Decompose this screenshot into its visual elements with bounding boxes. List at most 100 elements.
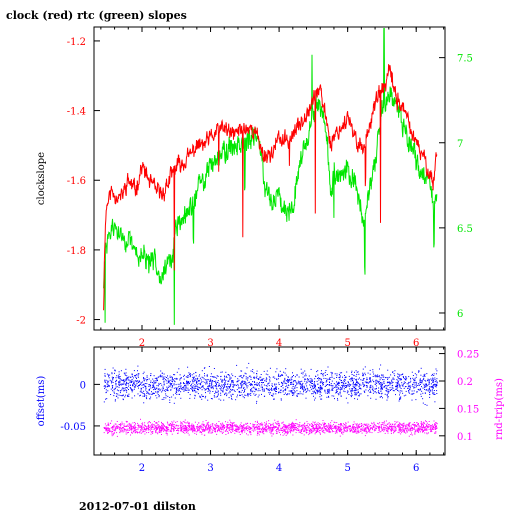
data-point bbox=[430, 429, 432, 431]
data-point bbox=[398, 380, 399, 382]
data-point bbox=[152, 427, 154, 429]
data-point bbox=[351, 429, 353, 431]
data-point bbox=[436, 390, 438, 392]
data-point bbox=[171, 424, 173, 426]
data-point bbox=[185, 387, 187, 389]
data-point bbox=[339, 393, 341, 395]
data-point bbox=[355, 385, 357, 387]
data-point bbox=[386, 385, 388, 387]
data-point bbox=[399, 430, 401, 432]
data-point bbox=[423, 426, 424, 428]
data-point bbox=[354, 430, 356, 432]
data-point bbox=[311, 383, 313, 384]
data-point bbox=[260, 382, 262, 383]
data-point bbox=[322, 431, 324, 433]
data-point bbox=[165, 426, 166, 428]
data-point bbox=[405, 386, 407, 387]
data-point bbox=[104, 426, 106, 428]
data-point bbox=[125, 372, 127, 374]
data-point bbox=[340, 429, 342, 431]
data-point bbox=[274, 383, 276, 385]
data-point bbox=[391, 430, 392, 431]
data-point bbox=[420, 422, 422, 424]
data-point bbox=[136, 378, 137, 379]
data-point bbox=[379, 422, 381, 424]
data-point bbox=[108, 432, 109, 434]
data-point bbox=[419, 382, 421, 384]
data-point bbox=[238, 426, 240, 428]
data-point bbox=[414, 384, 416, 386]
data-point bbox=[168, 380, 170, 382]
data-point bbox=[352, 388, 353, 390]
data-point bbox=[104, 385, 106, 387]
data-point bbox=[424, 426, 426, 428]
data-point bbox=[318, 377, 319, 379]
data-point bbox=[344, 387, 346, 388]
data-point bbox=[404, 386, 406, 388]
data-point bbox=[265, 426, 267, 428]
data-point bbox=[434, 381, 436, 383]
data-point bbox=[375, 429, 377, 431]
data-point bbox=[125, 368, 127, 370]
data-point bbox=[243, 387, 244, 389]
data-point bbox=[380, 389, 382, 391]
data-point bbox=[114, 426, 116, 428]
data-point bbox=[305, 432, 307, 433]
data-point bbox=[134, 426, 136, 428]
data-point bbox=[140, 383, 141, 385]
data-point bbox=[387, 369, 389, 371]
data-point bbox=[322, 383, 324, 384]
data-point bbox=[290, 383, 292, 385]
data-point bbox=[244, 427, 246, 429]
data-point bbox=[163, 428, 165, 430]
data-point bbox=[419, 427, 421, 429]
data-point bbox=[206, 382, 208, 383]
data-point bbox=[247, 395, 249, 397]
data-point bbox=[369, 388, 371, 390]
data-point bbox=[176, 392, 178, 393]
data-point bbox=[291, 379, 293, 381]
data-point bbox=[196, 391, 198, 393]
data-point bbox=[293, 389, 295, 391]
data-point bbox=[418, 427, 420, 429]
data-point bbox=[126, 375, 128, 377]
data-point bbox=[327, 384, 328, 385]
data-point bbox=[262, 390, 264, 392]
data-point bbox=[364, 385, 366, 387]
data-point bbox=[172, 378, 173, 380]
data-point bbox=[175, 377, 177, 379]
data-point bbox=[258, 429, 260, 431]
data-point bbox=[234, 428, 236, 430]
data-point bbox=[129, 384, 131, 386]
data-point bbox=[414, 377, 416, 379]
data-point bbox=[359, 387, 361, 389]
data-point bbox=[408, 428, 410, 430]
data-point bbox=[159, 431, 161, 433]
data-point bbox=[269, 428, 271, 429]
data-point bbox=[413, 428, 415, 430]
data-point bbox=[377, 376, 379, 378]
data-point bbox=[314, 381, 316, 382]
data-point bbox=[260, 431, 262, 433]
data-point bbox=[426, 384, 428, 386]
data-point bbox=[427, 388, 429, 390]
data-point bbox=[359, 377, 360, 379]
data-point bbox=[300, 383, 302, 385]
data-point bbox=[345, 386, 347, 387]
data-point bbox=[321, 398, 323, 400]
data-point bbox=[278, 374, 280, 376]
data-point bbox=[418, 371, 420, 373]
data-point bbox=[328, 423, 330, 425]
data-point bbox=[117, 375, 119, 377]
data-point bbox=[285, 386, 287, 388]
data-point bbox=[234, 429, 236, 431]
data-point bbox=[413, 392, 415, 394]
data-point bbox=[318, 427, 320, 429]
data-point bbox=[311, 393, 313, 395]
data-point bbox=[211, 425, 213, 427]
data-point bbox=[282, 390, 284, 392]
data-point bbox=[302, 387, 304, 389]
data-point bbox=[414, 428, 416, 430]
data-point bbox=[182, 424, 184, 426]
data-point bbox=[299, 422, 301, 424]
